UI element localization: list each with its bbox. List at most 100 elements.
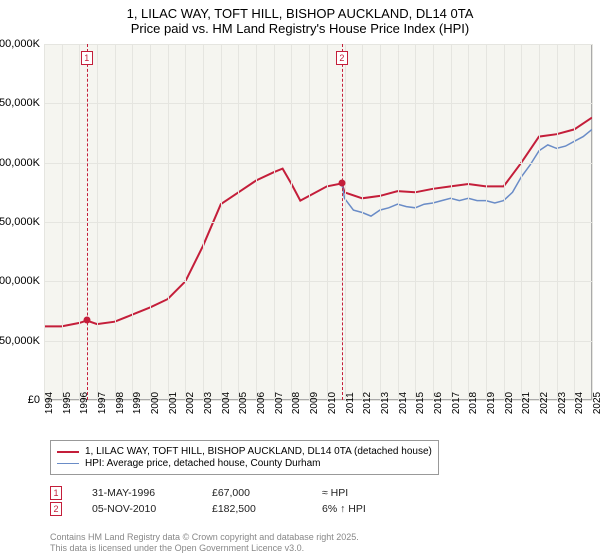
x-tick-label: 2020 [504, 392, 515, 414]
x-gridline [168, 44, 169, 400]
y-tick-label: £50,000K [0, 335, 40, 347]
x-gridline [291, 44, 292, 400]
y-gridline [44, 103, 592, 104]
x-gridline [221, 44, 222, 400]
y-tick-label: £150,000K [0, 216, 40, 228]
x-gridline [185, 44, 186, 400]
x-gridline [150, 44, 151, 400]
x-tick-label: 1998 [115, 392, 126, 414]
y-gridline [44, 163, 592, 164]
x-gridline [557, 44, 558, 400]
x-gridline [274, 44, 275, 400]
x-gridline [44, 44, 45, 400]
y-tick-label: £250,000K [0, 97, 40, 109]
row-change: ≈ HPI [322, 487, 402, 499]
x-tick-label: 2009 [309, 392, 320, 414]
x-gridline [415, 44, 416, 400]
x-tick-label: 2006 [256, 392, 267, 414]
x-gridline [327, 44, 328, 400]
x-tick-label: 1994 [44, 392, 55, 414]
footer-line1: Contains HM Land Registry data © Crown c… [50, 532, 359, 543]
row-change: 6% ↑ HPI [322, 503, 402, 515]
x-gridline [79, 44, 80, 400]
x-gridline [574, 44, 575, 400]
x-tick-label: 2002 [185, 392, 196, 414]
y-tick-label: £100,000K [0, 275, 40, 287]
x-gridline [238, 44, 239, 400]
x-gridline [504, 44, 505, 400]
x-gridline [486, 44, 487, 400]
row-date: 05-NOV-2010 [92, 503, 182, 515]
y-tick-label: £0 [28, 394, 40, 406]
x-tick-label: 2007 [274, 392, 285, 414]
x-tick-label: 2019 [486, 392, 497, 414]
marker-vline [342, 44, 343, 400]
footer-line2: This data is licensed under the Open Gov… [50, 543, 359, 554]
title-block: 1, LILAC WAY, TOFT HILL, BISHOP AUCKLAND… [0, 0, 600, 38]
x-tick-label: 2010 [327, 392, 338, 414]
x-gridline [345, 44, 346, 400]
x-gridline [380, 44, 381, 400]
x-tick-label: 2003 [203, 392, 214, 414]
x-gridline [521, 44, 522, 400]
x-tick-label: 2004 [221, 392, 232, 414]
x-gridline [132, 44, 133, 400]
row-price: £182,500 [212, 503, 292, 515]
x-tick-label: 2001 [168, 392, 179, 414]
x-tick-label: 1997 [97, 392, 108, 414]
x-gridline [203, 44, 204, 400]
marker-dot [338, 180, 345, 187]
marker-badge: 1 [81, 51, 93, 65]
footer-attribution: Contains HM Land Registry data © Crown c… [50, 532, 359, 555]
x-tick-label: 2011 [345, 392, 356, 414]
y-axis: £0£50,000K£100,000K£150,000K£200,000K£25… [0, 44, 44, 400]
x-tick-label: 2022 [539, 392, 550, 414]
table-row: 2 05-NOV-2010 £182,500 6% ↑ HPI [50, 502, 402, 516]
y-gridline [44, 341, 592, 342]
x-gridline [468, 44, 469, 400]
x-tick-label: 2013 [380, 392, 391, 414]
x-gridline [398, 44, 399, 400]
legend: 1, LILAC WAY, TOFT HILL, BISHOP AUCKLAND… [50, 440, 439, 475]
row-marker-badge: 1 [50, 486, 62, 500]
legend-swatch [57, 463, 79, 464]
marker-badge: 2 [336, 51, 348, 65]
chart-container: 1, LILAC WAY, TOFT HILL, BISHOP AUCKLAND… [0, 0, 600, 560]
x-gridline [451, 44, 452, 400]
x-gridline [592, 44, 593, 400]
legend-label: 1, LILAC WAY, TOFT HILL, BISHOP AUCKLAND… [85, 446, 432, 457]
legend-item: HPI: Average price, detached house, Coun… [57, 458, 432, 469]
x-gridline [97, 44, 98, 400]
x-gridline [309, 44, 310, 400]
x-tick-label: 2023 [557, 392, 568, 414]
x-tick-label: 1999 [132, 392, 143, 414]
table-row: 1 31-MAY-1996 £67,000 ≈ HPI [50, 486, 402, 500]
x-tick-label: 2012 [362, 392, 373, 414]
legend-swatch [57, 451, 79, 453]
x-tick-label: 2024 [574, 392, 585, 414]
legend-item: 1, LILAC WAY, TOFT HILL, BISHOP AUCKLAND… [57, 446, 432, 457]
chart-plot-area: 12 [44, 44, 592, 400]
row-date: 31-MAY-1996 [92, 487, 182, 499]
marker-vline [87, 44, 88, 400]
y-tick-label: £200,000K [0, 157, 40, 169]
x-tick-label: 2005 [238, 392, 249, 414]
x-tick-label: 2017 [451, 392, 462, 414]
chart-title-line2: Price paid vs. HM Land Registry's House … [10, 21, 590, 36]
x-tick-label: 2025 [592, 392, 600, 414]
x-axis: 1994199519961997199819992000200120022003… [44, 400, 592, 440]
row-marker-badge: 2 [50, 502, 62, 516]
data-table: 1 31-MAY-1996 £67,000 ≈ HPI 2 05-NOV-2010 £182… [50, 484, 402, 518]
x-tick-label: 2014 [398, 392, 409, 414]
x-gridline [539, 44, 540, 400]
x-tick-label: 1995 [62, 392, 73, 414]
x-tick-label: 2021 [521, 392, 532, 414]
x-tick-label: 2018 [468, 392, 479, 414]
row-price: £67,000 [212, 487, 292, 499]
x-tick-label: 2015 [415, 392, 426, 414]
x-gridline [256, 44, 257, 400]
x-gridline [362, 44, 363, 400]
x-tick-label: 2016 [433, 392, 444, 414]
x-gridline [433, 44, 434, 400]
x-gridline [62, 44, 63, 400]
